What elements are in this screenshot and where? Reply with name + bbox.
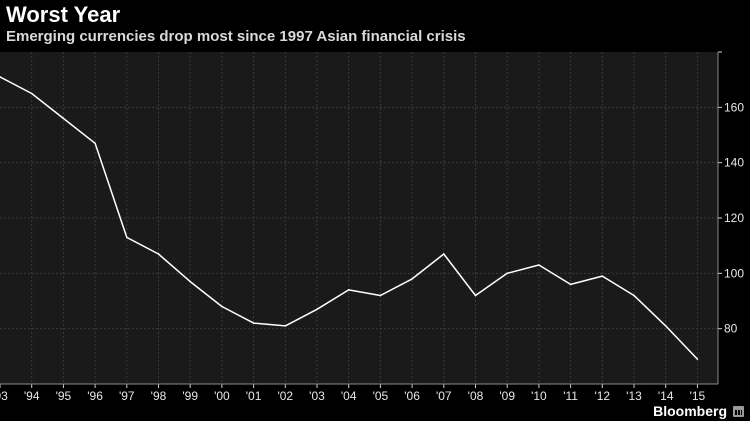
bloomberg-chart-icon: [733, 405, 744, 417]
y-tick-label: 100: [724, 266, 744, 280]
x-tick-label: '14: [658, 389, 674, 403]
data-point: [157, 253, 160, 255]
data-point: [569, 283, 572, 286]
data-point: [506, 272, 509, 275]
data-point: [94, 142, 96, 145]
data-point: [696, 358, 699, 360]
x-tick-label: '13: [626, 389, 642, 403]
data-point: [538, 264, 540, 266]
plot-area: [0, 52, 718, 384]
x-tick-label: '04: [341, 389, 357, 403]
x-tick-label: '96: [87, 389, 103, 403]
x-tick-label: '97: [119, 389, 135, 403]
data-point: [62, 117, 65, 120]
x-axis: '93 '94 '95 '96 '97 '98 '99 '00 '01 '02 '03 '04 '05 '…: [0, 383, 718, 403]
data-point: [0, 76, 1, 78]
y-axis: 80 100 120 140 160: [717, 51, 744, 384]
data-point: [664, 325, 667, 327]
data-point: [316, 308, 318, 311]
x-tick-label: '05: [373, 389, 389, 403]
brand-footer: Bloomberg: [653, 403, 744, 419]
data-point: [30, 92, 33, 95]
brand-name: Bloomberg: [653, 403, 727, 419]
data-point: [379, 294, 382, 297]
x-tick-label: '94: [24, 389, 40, 403]
x-gridlines: [31, 52, 698, 384]
data-point: [474, 294, 477, 297]
data-point: [347, 289, 350, 291]
data-point: [284, 325, 287, 327]
data-point: [221, 305, 223, 308]
x-tick-label: '06: [404, 389, 420, 403]
x-tick-label: '08: [468, 389, 484, 403]
chart-title: Worst Year: [6, 2, 121, 27]
data-point: [126, 236, 128, 239]
series-layer: [0, 76, 699, 360]
x-tick-label: '98: [151, 389, 167, 403]
x-tick-label: '00: [214, 389, 230, 403]
x-tick-label: '93: [0, 389, 8, 403]
data-point: [601, 275, 604, 277]
x-tick-label: '99: [182, 389, 198, 403]
x-tick-label: '01: [246, 389, 262, 403]
x-tick-label: '03: [309, 389, 325, 403]
x-tick-label: '09: [499, 389, 515, 403]
data-point: [443, 253, 445, 255]
data-point: [633, 294, 635, 297]
data-point: [252, 322, 255, 324]
y-tick-label: 160: [724, 100, 744, 114]
x-tick-label: '02: [277, 389, 293, 403]
chart-subtitle: Emerging currencies drop most since 1997…: [6, 28, 466, 45]
data-point: [411, 278, 413, 280]
y-tick-label: 120: [724, 211, 744, 225]
x-tick-label: '12: [594, 389, 610, 403]
x-tick-label: '95: [56, 389, 72, 403]
x-tick-label: '07: [436, 389, 452, 403]
data-point: [189, 280, 191, 283]
y-tick-label: 140: [724, 156, 744, 170]
x-tick-label: '15: [690, 389, 706, 403]
x-tick-label: '11: [563, 389, 578, 403]
x-tick-label: '10: [531, 389, 547, 403]
y-tick-label: 80: [724, 322, 738, 336]
